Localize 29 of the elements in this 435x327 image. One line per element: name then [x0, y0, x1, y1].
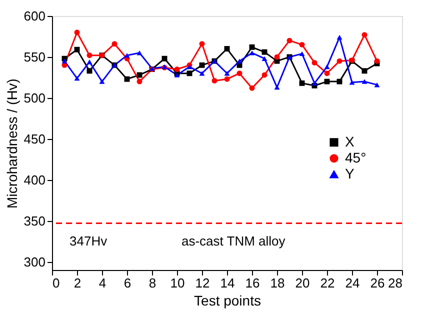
x-tick-label: 8 [148, 276, 156, 290]
x-tick-label: 20 [295, 276, 310, 290]
x-tick-label: 16 [245, 276, 260, 290]
x-tick-label: 4 [98, 276, 106, 290]
y-tick-label: 550 [24, 49, 46, 64]
x-tick-label: 28 [388, 276, 402, 290]
y-tick-label: 450 [24, 131, 46, 146]
legend-label: 45° [345, 149, 366, 166]
y-axis-title: Microhardness / (Hv) [4, 78, 20, 208]
x-tick-label: 2 [74, 276, 82, 290]
legend-label: Y [345, 165, 355, 182]
x-tick-label: 26 [370, 276, 385, 290]
y-tick-label: 600 [24, 8, 46, 24]
x-tick-label: 24 [345, 276, 360, 290]
x-tick-label: 6 [124, 276, 132, 290]
x-tick-label: 22 [320, 276, 335, 290]
x-tick-label: 14 [220, 276, 235, 290]
y-tick-label: 500 [24, 90, 46, 106]
annotation: as-cast TNM alloy [182, 233, 286, 248]
x-tick-label: 10 [170, 276, 185, 290]
annotation: 347Hv [70, 233, 108, 248]
legend-label: X [345, 133, 355, 150]
y-tick-label: 350 [24, 213, 46, 228]
x-tick-label: 12 [195, 276, 210, 290]
y-tick-label: 400 [24, 172, 46, 188]
x-tick-label: 18 [270, 276, 285, 290]
x-tick-label: 0 [52, 276, 60, 290]
x-axis-title: Test points [194, 292, 261, 308]
y-tick-label: 300 [24, 254, 46, 270]
